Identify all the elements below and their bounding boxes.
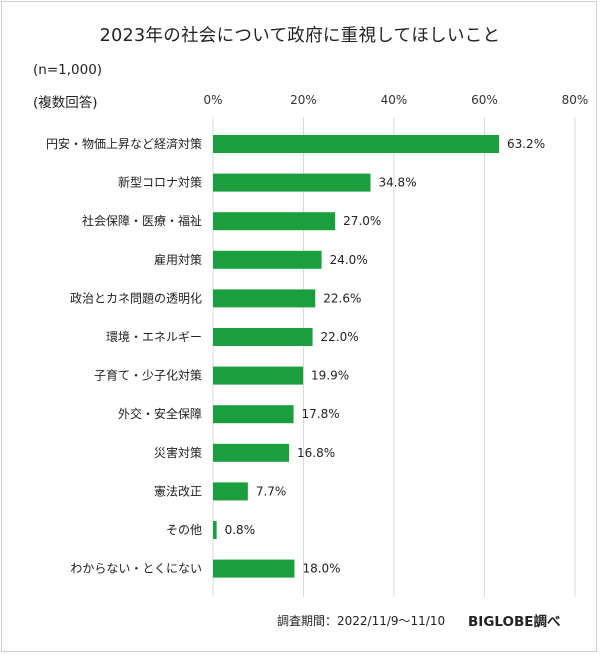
data-label: 63.2%	[507, 137, 545, 151]
category-label: 憲法改正	[154, 483, 202, 498]
category-label: 雇用対策	[154, 252, 202, 267]
x-tick-label: 0%	[203, 93, 222, 107]
category-label: 外交・安全保障	[118, 406, 202, 421]
bar	[213, 443, 290, 462]
data-label: 17.8%	[302, 407, 340, 421]
data-label: 7.7%	[256, 484, 287, 498]
category-label: 社会保障・医療・福祉	[82, 213, 202, 228]
survey-period: 調査期間：2022/11/9～11/10	[277, 614, 446, 628]
data-label: 22.0%	[321, 330, 359, 344]
bar	[213, 405, 294, 424]
category-label: 災害対策	[154, 445, 202, 460]
bar	[213, 328, 313, 346]
x-tick-label: 80%	[562, 93, 589, 107]
x-tick-label: 40%	[381, 93, 408, 107]
category-label: 環境・エネルギー	[106, 329, 202, 344]
bar	[213, 250, 322, 269]
data-label: 19.9%	[311, 369, 349, 383]
data-label: 24.0%	[330, 253, 368, 267]
bar	[213, 521, 217, 539]
bar	[213, 135, 499, 153]
brand-credit: BIGLOBE調べ	[468, 614, 561, 630]
bar	[213, 559, 295, 578]
multiple-answer-note: (複数回答)	[33, 95, 98, 111]
data-label: 18.0%	[302, 562, 340, 576]
bar	[213, 289, 316, 308]
sample-size-note: (n=1,000)	[33, 62, 103, 78]
category-label: 子育て・少子化対策	[94, 368, 202, 383]
data-label: 22.6%	[323, 291, 361, 305]
bar	[213, 482, 248, 501]
bar	[213, 173, 371, 192]
data-label: 34.8%	[378, 176, 416, 190]
bar	[213, 212, 336, 231]
data-label: 27.0%	[343, 214, 381, 228]
category-label: わからない・とくにない	[70, 562, 202, 576]
x-tick-label: 20%	[290, 93, 317, 107]
x-tick-label: 60%	[471, 93, 498, 107]
category-label: 円安・物価上昇など経済対策	[46, 136, 202, 151]
bar	[213, 366, 304, 385]
data-label: 0.8%	[225, 523, 256, 537]
category-label: 政治とカネ問題の透明化	[70, 291, 202, 305]
chart-title: 2023年の社会について政府に重視してほしいこと	[99, 26, 501, 46]
data-label: 16.8%	[297, 446, 335, 460]
category-label: 新型コロナ対策	[118, 175, 202, 190]
category-label: その他	[166, 523, 202, 537]
